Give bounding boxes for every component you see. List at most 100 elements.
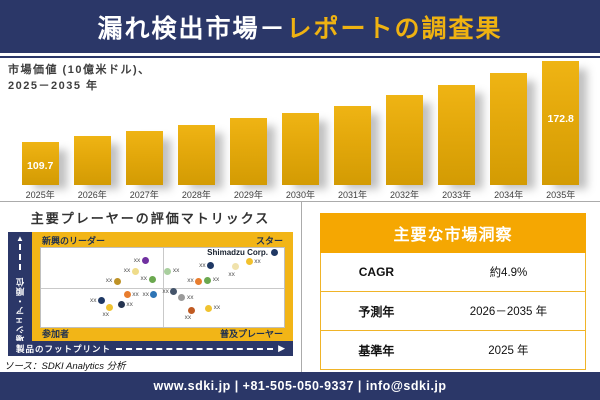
x-tick-2034年: 2034年 bbox=[494, 190, 524, 200]
chart-caption-line1: 市場価値 (10億米ドル)、 bbox=[8, 64, 151, 76]
x-axis-label: 製品のフットプリント bbox=[16, 343, 112, 354]
matrix-frame: 新興のリーダー スター 参加者 普及プレーヤー xx xx xx xx xx xx Shim… bbox=[32, 232, 293, 341]
player-label: xx bbox=[105, 277, 113, 285]
bar-2028年 bbox=[177, 125, 215, 185]
player-dot bbox=[150, 291, 158, 299]
player-label: xx bbox=[212, 276, 220, 284]
player-label: xx bbox=[184, 314, 192, 322]
player-dot bbox=[123, 291, 131, 299]
player-label: xx bbox=[102, 311, 110, 319]
up-arrow-icon: ▲ bbox=[16, 234, 24, 243]
x-tick-2032年: 2032年 bbox=[390, 190, 420, 200]
y-axis-dashed-line bbox=[19, 244, 21, 270]
player-label: xx bbox=[140, 275, 148, 283]
player-dot bbox=[204, 276, 212, 284]
insights-table-header: 主要な市場洞察 bbox=[320, 213, 586, 253]
bar-2030年 bbox=[281, 113, 319, 185]
player-dot bbox=[270, 249, 278, 257]
x-tick-2035年: 2035年 bbox=[546, 190, 576, 200]
bar-2026年 bbox=[73, 136, 111, 185]
insight-value: 2026－2035 年 bbox=[469, 306, 548, 318]
insight-label: 予測年 bbox=[358, 304, 395, 319]
player-label: xx bbox=[228, 270, 235, 278]
x-tick-2025年: 2025年 bbox=[25, 190, 55, 200]
matrix-title: 主要プレーヤーの評価マトリックス bbox=[30, 211, 271, 226]
chart-axis-caption: 市場価値 (10億米ドル)、 2025－2035 年 bbox=[8, 63, 151, 95]
x-tick-2029年: 2029年 bbox=[233, 190, 263, 200]
bar-chart: 109.7 2025年 2026年 2027年 2028年 2029年 2030年 2031年… bbox=[0, 55, 600, 205]
page-title-report: レポートの調査果 bbox=[286, 14, 503, 43]
market-insights-table: 主要な市場洞察 CAGR 約4.9% 予測年 2026－2035 年基準年 2025 年 bbox=[320, 213, 586, 370]
player-label: xx bbox=[199, 261, 206, 269]
player-dot bbox=[113, 277, 121, 285]
x-tick-2030年: 2030年 bbox=[285, 190, 315, 200]
x-tick-2028年: 2028年 bbox=[181, 190, 211, 200]
player-dot bbox=[245, 258, 253, 266]
company-label: Shimadzu Corp. bbox=[207, 247, 269, 257]
player-dot bbox=[207, 262, 215, 270]
banner-divider bbox=[0, 56, 600, 58]
matrix-y-axis: ▲ 市場シェア・順位 bbox=[8, 232, 32, 356]
bar-2035年: 172.8 bbox=[542, 61, 580, 185]
bar-2034年 bbox=[490, 73, 528, 185]
x-axis-dashed-line bbox=[116, 347, 274, 350]
player-dot bbox=[106, 303, 114, 311]
page-title-market: 漏れ検出市場－ bbox=[97, 14, 287, 43]
insight-value: 2025 年 bbox=[488, 345, 529, 357]
insights-row-予測年: 予測年 2026－2035 年 bbox=[321, 292, 585, 331]
player-dot bbox=[195, 277, 203, 285]
insights-table-body: CAGR 約4.9% 予測年 2026－2035 年基準年 2025 年 bbox=[320, 253, 586, 370]
x-tick-2027年: 2027年 bbox=[129, 190, 159, 200]
player-label: xx bbox=[123, 267, 131, 275]
player-label: xx bbox=[254, 257, 261, 265]
player-label: xx bbox=[90, 296, 97, 304]
quadrant-label-pervasive-players: 普及プレーヤー bbox=[219, 329, 283, 339]
player-label: xx bbox=[187, 277, 194, 285]
player-evaluation-matrix: ▲ 市場シェア・順位 新興のリーダー スター 参加者 普及プレーヤー xx xx x… bbox=[8, 232, 293, 356]
x-tick-2026年: 2026年 bbox=[77, 190, 107, 200]
chart-caption-line2: 2025－2035 年 bbox=[8, 79, 99, 92]
page-title: 漏れ検出市場－レポートの調査果 bbox=[97, 9, 502, 45]
player-dot bbox=[205, 304, 213, 312]
bar-2027年 bbox=[125, 131, 163, 185]
source-note: ソース：SDKI Analytics 分析 bbox=[4, 361, 126, 372]
title-banner: 漏れ検出市場－レポートの調査果 bbox=[0, 0, 600, 53]
insights-row-CAGR: CAGR 約4.9% bbox=[321, 253, 585, 292]
bar-2025年: 109.7 bbox=[21, 142, 59, 185]
player-label: xx bbox=[142, 290, 149, 298]
player-label: xx bbox=[132, 290, 139, 298]
section-divider-vertical bbox=[301, 201, 302, 372]
insights-row-基準年: 基準年 2025 年 bbox=[321, 331, 585, 369]
player-label: xx bbox=[126, 300, 133, 308]
matrix-x-axis: 製品のフットプリント ▶ bbox=[8, 341, 293, 356]
right-arrow-icon: ▶ bbox=[278, 343, 285, 353]
player-dot bbox=[188, 306, 196, 314]
bar-value-label: 109.7 bbox=[27, 160, 54, 172]
player-dot bbox=[131, 267, 139, 275]
matrix-midline-horizontal bbox=[41, 287, 284, 289]
player-label: xx bbox=[133, 256, 141, 264]
x-tick-2033年: 2033年 bbox=[442, 190, 472, 200]
bar-2032年 bbox=[386, 95, 424, 185]
insight-label: CAGR bbox=[358, 265, 395, 279]
matrix-plot-area: xx xx xx xx xx xx Shimadzu Corp. xx xx xx xx xx xx xx… bbox=[40, 247, 285, 328]
player-dot bbox=[170, 288, 178, 296]
player-label: xx bbox=[186, 293, 194, 301]
x-tick-2031年: 2031年 bbox=[337, 190, 368, 200]
player-dot bbox=[117, 301, 125, 309]
player-dot bbox=[148, 275, 156, 283]
player-label: xx bbox=[172, 267, 180, 275]
player-dot bbox=[98, 297, 105, 305]
bar-value-label: 172.8 bbox=[547, 113, 574, 126]
player-dot bbox=[164, 267, 172, 275]
player-dot bbox=[178, 294, 186, 302]
insight-label: 基準年 bbox=[358, 343, 395, 358]
quadrant-label-emerging-leaders: 新興のリーダー bbox=[42, 236, 106, 246]
bar-2031年 bbox=[334, 105, 371, 185]
player-label: xx bbox=[213, 304, 221, 312]
player-dot bbox=[141, 257, 149, 265]
insight-value: 約4.9% bbox=[489, 267, 528, 279]
section-divider-horizontal bbox=[0, 201, 600, 202]
player-dot bbox=[231, 263, 239, 271]
quadrant-label-participants: 参加者 bbox=[42, 329, 70, 339]
